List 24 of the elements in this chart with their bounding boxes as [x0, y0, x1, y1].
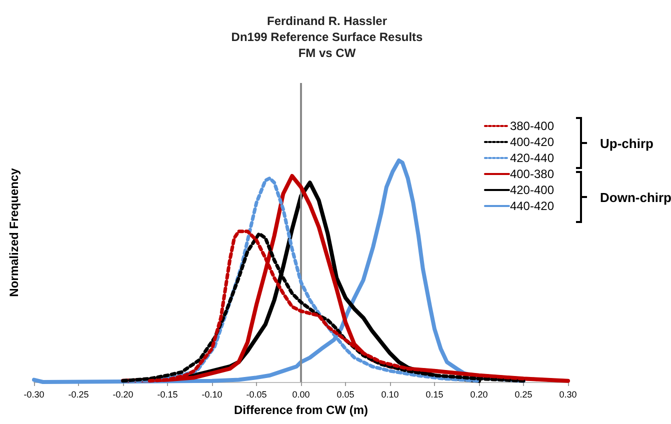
x-axis-title: Difference from CW (m) [234, 403, 368, 417]
legend-label: 440-420 [510, 199, 554, 213]
legend-label: 420-440 [510, 151, 554, 165]
legend-label: 400-380 [510, 167, 554, 181]
text: Up-chirp [600, 136, 654, 151]
x-tick-label: 0.15 [426, 390, 444, 400]
legend-label: 420-400 [510, 183, 554, 197]
x-tick-label: -0.30 [24, 390, 44, 400]
legend-label: 380-400 [510, 119, 554, 133]
x-tick-label: 0.20 [470, 390, 488, 400]
x-tick-label: 0.10 [381, 390, 399, 400]
x-tick-label: -0.25 [68, 390, 89, 400]
x-tick-label: 0.00 [292, 390, 310, 400]
x-tick-label: 0.25 [514, 390, 532, 400]
x-tick-label: -0.10 [202, 390, 222, 400]
x-tick-label: 0.30 [559, 390, 577, 400]
chart-title: Ferdinand R. Hassler Dn199 Reference Surface Results FM vs CW [231, 14, 424, 60]
x-tick-label: -0.15 [157, 390, 178, 400]
x-tick-label: -0.20 [112, 390, 134, 400]
x-tick-label: 0.05 [336, 390, 354, 400]
text: Down-chirp [600, 190, 671, 205]
legend-label: 400-420 [510, 135, 554, 149]
x-tick-label: -0.05 [246, 390, 267, 400]
y-axis-title: Normalized Frequency [7, 168, 21, 297]
